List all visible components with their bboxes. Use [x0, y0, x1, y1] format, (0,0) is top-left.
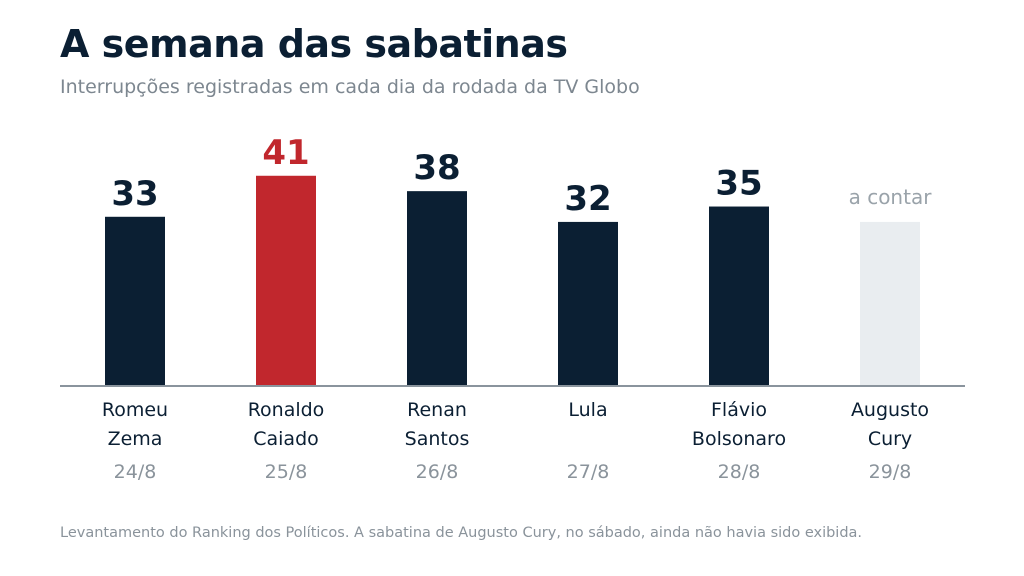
category-label-1-line-1: Romeu — [102, 399, 168, 421]
date-label-2: 25/8 — [265, 461, 308, 483]
value-label-1: 33 — [111, 174, 158, 214]
category-label-6-line-1: Augusto — [851, 399, 929, 421]
category-label-1-line-2: Zema — [108, 428, 163, 450]
value-label-3: 38 — [413, 148, 460, 188]
category-label-4-line-1: Lula — [568, 399, 607, 421]
category-label-5-line-2: Bolsonaro — [692, 428, 786, 450]
date-label-6: 29/8 — [869, 461, 912, 483]
bar-5 — [709, 206, 769, 386]
date-label-3: 26/8 — [416, 461, 459, 483]
bar-6 — [860, 221, 920, 386]
date-label-5: 28/8 — [718, 461, 761, 483]
value-label-6: a contar — [849, 185, 933, 209]
bars-group — [105, 175, 920, 386]
source-note: Levantamento do Ranking dos Políticos. A… — [60, 525, 863, 541]
value-label-2: 41 — [262, 133, 309, 173]
bar-4 — [558, 221, 618, 386]
bar-1 — [105, 216, 165, 386]
category-label-6-line-2: Cury — [868, 428, 912, 450]
category-label-3-line-2: Santos — [405, 428, 470, 450]
category-label-2-line-2: Caiado — [253, 428, 319, 450]
bar-2 — [256, 175, 316, 386]
category-label-2-line-1: Ronaldo — [248, 399, 325, 421]
value-label-4: 32 — [564, 179, 611, 219]
category-label-5-line-1: Flávio — [711, 399, 767, 421]
labels-group: 33 Romeu Zema 24/8 41 Ronaldo Caiado 25/8 38 Rena… — [102, 133, 932, 483]
chart-title: A semana das sabatinas — [60, 22, 568, 66]
date-label-1: 24/8 — [114, 461, 157, 483]
category-label-3-line-1: Renan — [407, 399, 467, 421]
value-label-5: 35 — [715, 164, 762, 204]
bar-3 — [407, 191, 467, 386]
date-label-4: 27/8 — [567, 461, 610, 483]
chart-subtitle: Interrupções registradas em cada dia da … — [60, 76, 640, 98]
